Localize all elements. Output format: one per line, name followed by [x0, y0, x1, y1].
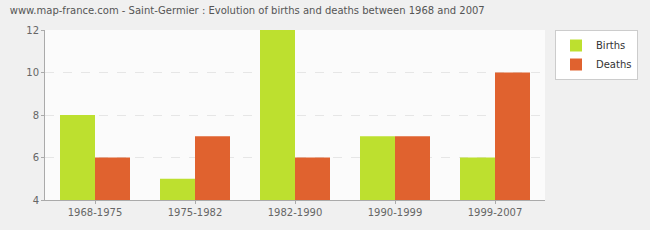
svg-text:4: 4: [33, 195, 39, 206]
svg-text:1999-2007: 1999-2007: [468, 207, 523, 218]
svg-text:Births: Births: [596, 40, 625, 51]
svg-text:12: 12: [26, 25, 39, 36]
svg-text:1975-1982: 1975-1982: [168, 207, 223, 218]
svg-text:1968-1975: 1968-1975: [68, 207, 123, 218]
svg-text:Deaths: Deaths: [596, 59, 631, 70]
svg-text:www.map-france.com - Saint-Ger: www.map-france.com - Saint-Germier : Evo…: [10, 5, 485, 16]
svg-text:10: 10: [26, 67, 39, 78]
svg-text:1990-1999: 1990-1999: [368, 207, 423, 218]
svg-text:6: 6: [33, 152, 39, 163]
svg-text:8: 8: [33, 110, 39, 121]
svg-text:1982-1990: 1982-1990: [268, 207, 323, 218]
